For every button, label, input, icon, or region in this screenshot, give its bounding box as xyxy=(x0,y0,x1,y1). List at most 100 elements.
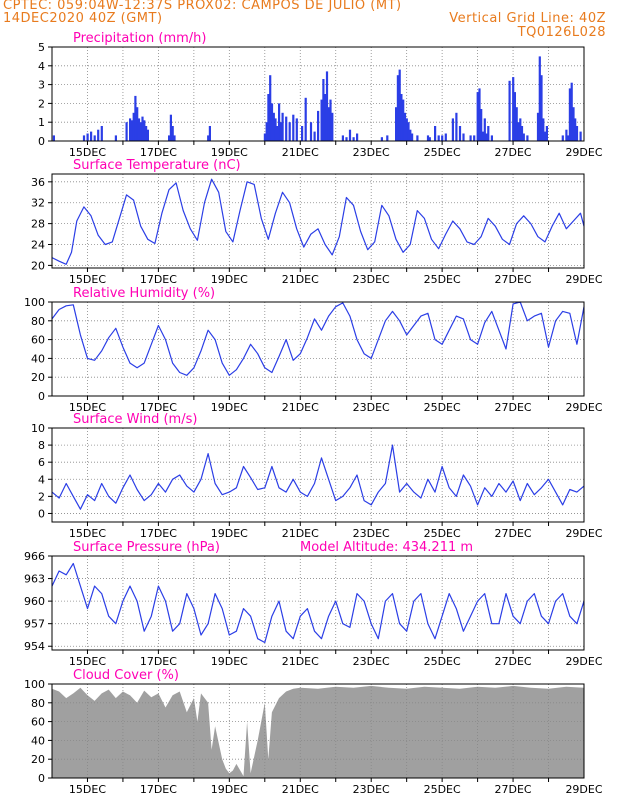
precip-bar xyxy=(481,131,485,141)
precip-bar xyxy=(455,112,458,141)
precip-bar xyxy=(130,120,133,141)
header-line3-right: TQ0126L028 xyxy=(517,25,606,40)
precip-bar xyxy=(322,79,325,141)
precip-bar xyxy=(478,88,481,141)
precip-bar xyxy=(292,114,295,141)
precip-bar xyxy=(567,135,570,141)
x-tick-label: 25DEC xyxy=(424,655,461,668)
precip-bar xyxy=(542,118,545,141)
y-tick-label: 3 xyxy=(38,79,45,92)
x-tick-label: 29DEC xyxy=(565,655,602,668)
y-tick-label: 6 xyxy=(38,456,45,469)
x-tick-label: 19DEC xyxy=(211,273,248,286)
precip-bar xyxy=(400,94,403,141)
precip-bar xyxy=(490,135,493,141)
precip-bar xyxy=(356,133,359,141)
y-tick-label: 0 xyxy=(38,772,45,785)
x-tick-label: 19DEC xyxy=(211,146,248,159)
y-tick-label: 2 xyxy=(38,97,45,110)
precip-bar xyxy=(100,126,103,141)
x-tick-label: 17DEC xyxy=(140,655,177,668)
precip-bar xyxy=(451,118,454,141)
precip-title: Precipitation (mm/h) xyxy=(73,31,206,46)
precip-bar xyxy=(139,122,142,141)
precip-bar xyxy=(526,135,529,141)
precip-bar xyxy=(522,133,525,141)
humidity-panel: 0 20 40 60 80 100 15DEC 17DEC 19DEC 21DEC 23DEC 25D… xyxy=(24,286,603,414)
x-tick-label: 23DEC xyxy=(353,146,390,159)
pressure-title: Surface Pressure (hPa) xyxy=(73,540,220,555)
x-tick-label: 27DEC xyxy=(495,527,532,540)
x-tick-label: 15DEC xyxy=(69,655,106,668)
precip-bar xyxy=(341,135,344,141)
humidity-title: Relative Humidity (%) xyxy=(73,286,215,301)
wind-line xyxy=(51,444,585,510)
precip-bar xyxy=(137,118,141,141)
panel-frame xyxy=(51,427,585,523)
precip-bar xyxy=(171,126,174,141)
cloud-title: Cloud Cover (%) xyxy=(73,668,179,683)
x-tick-label: 17DEC xyxy=(140,146,177,159)
precip-bar xyxy=(134,95,137,141)
precip-bar xyxy=(276,126,279,141)
x-tick-label: 25DEC xyxy=(424,783,461,796)
x-tick-label: 29DEC xyxy=(565,273,602,286)
y-tick-label: 0 xyxy=(38,390,45,403)
precip-bar xyxy=(403,112,407,141)
precip-bar xyxy=(317,110,320,141)
y-tick-label: 957 xyxy=(24,618,45,631)
precip-bar xyxy=(480,109,483,141)
y-tick-label: 80 xyxy=(31,697,45,710)
pressure-line xyxy=(51,562,585,644)
y-tick-label: 0 xyxy=(38,507,45,520)
precip-bar xyxy=(263,133,266,141)
precip-bar xyxy=(304,97,307,141)
precip-bar xyxy=(437,135,440,141)
precip-bar xyxy=(411,133,414,141)
y-tick-label: 24 xyxy=(31,239,45,252)
x-tick-label: 27DEC xyxy=(495,783,532,796)
precip-bar xyxy=(487,126,490,141)
panel-frame xyxy=(51,555,585,651)
x-tick-label: 23DEC xyxy=(353,401,390,414)
precip-bar xyxy=(329,99,332,141)
x-tick-label: 19DEC xyxy=(211,401,248,414)
y-tick-label: 1 xyxy=(38,116,45,129)
x-tick-label: 29DEC xyxy=(565,401,602,414)
humidity-line xyxy=(51,301,585,376)
x-tick-label: 23DEC xyxy=(353,273,390,286)
y-tick-label: 60 xyxy=(31,716,45,729)
y-tick-label: 954 xyxy=(24,640,45,653)
y-tick-label: 32 xyxy=(31,197,45,210)
x-tick-label: 27DEC xyxy=(495,655,532,668)
x-tick-label: 23DEC xyxy=(353,655,390,668)
precip-bar xyxy=(125,122,128,141)
precip-bar xyxy=(441,135,444,141)
precip-bar xyxy=(386,135,389,141)
precip-bar xyxy=(444,133,447,141)
x-tick-label: 19DEC xyxy=(211,527,248,540)
y-tick-label: 20 xyxy=(31,259,45,272)
pressure-panel: 954 957 960 963 966 15DEC 17DEC 19DEC 21DEC 23DEC… xyxy=(24,540,603,668)
x-tick-label: 27DEC xyxy=(495,273,532,286)
precip-bar xyxy=(519,118,522,141)
precip-bar xyxy=(402,99,405,141)
precip-bar xyxy=(536,112,540,141)
y-tick-label: 4 xyxy=(38,473,45,486)
precip-bar xyxy=(405,118,408,141)
x-tick-label: 27DEC xyxy=(495,146,532,159)
x-tick-label: 25DEC xyxy=(424,273,461,286)
precip-bar xyxy=(462,133,465,141)
precip-bar xyxy=(574,118,577,141)
x-tick-label: 21DEC xyxy=(282,273,319,286)
precip-bar xyxy=(476,92,479,141)
precip-bar xyxy=(313,131,316,141)
panel-frame xyxy=(51,301,585,397)
x-tick-label: 21DEC xyxy=(282,655,319,668)
precip-bar xyxy=(82,135,86,141)
x-tick-label: 25DEC xyxy=(424,527,461,540)
precip-bar xyxy=(278,103,281,141)
x-tick-label: 25DEC xyxy=(424,146,461,159)
precip-bar xyxy=(434,126,437,141)
y-tick-label: 2 xyxy=(38,490,45,503)
